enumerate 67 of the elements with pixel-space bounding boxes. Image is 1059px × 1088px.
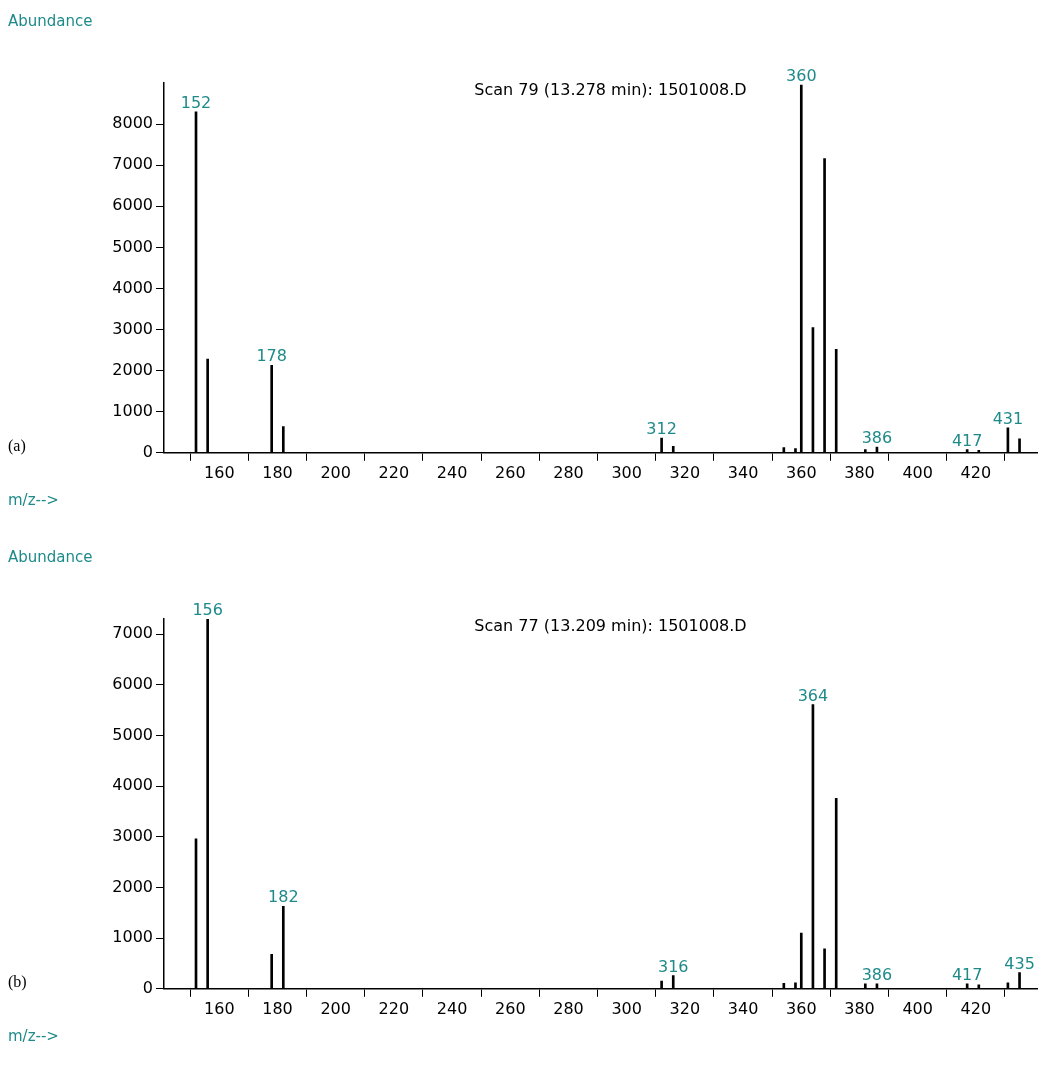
x-tick-label: 180: [262, 998, 293, 1018]
x-tick-label: 320: [669, 998, 701, 1018]
x-tick-label: 220: [378, 998, 410, 1018]
x-tick-label: 320: [669, 462, 701, 482]
x-tick-label: 300: [611, 462, 642, 482]
x-axis-title: m/z-->: [8, 1026, 59, 1045]
y-tick-label: 6000: [112, 674, 153, 694]
y-tick-label: 1000: [112, 400, 153, 420]
chart-title: Scan 79 (13.278 min): 1501008.D: [474, 80, 747, 99]
annotation: 316: [657, 956, 689, 976]
x-tick-label: 240: [436, 998, 468, 1018]
y-tick-label: 3000: [112, 318, 153, 338]
x-tick-label: 260: [495, 998, 526, 1018]
y-tick-label: 0: [142, 977, 153, 997]
x-tick-label: 240: [436, 462, 468, 482]
x-tick-label: 380: [844, 462, 875, 482]
x-tick-label: 200: [320, 998, 351, 1018]
text: (a): [8, 436, 26, 455]
x-tick-label: 160: [204, 462, 235, 482]
y-tick-label: 5000: [112, 236, 153, 256]
y-tick-label: 4000: [112, 277, 153, 297]
y-tick-label: 2000: [112, 359, 153, 379]
x-tick-label: 420: [960, 462, 992, 482]
x-tick-label: 340: [727, 462, 759, 482]
annotation: 435: [1004, 953, 1035, 973]
x-tick-label: 340: [727, 998, 759, 1018]
y-tick-label: 2000: [112, 876, 153, 896]
x-tick-label: 300: [611, 998, 642, 1018]
annotation: 312: [646, 419, 677, 439]
y-tick-label: 7000: [112, 154, 153, 174]
annotation: 431: [992, 408, 1024, 428]
x-tick-label: 160: [204, 998, 235, 1018]
y-tick-label: 5000: [112, 724, 153, 744]
y-tick-label: 6000: [112, 195, 153, 215]
annotation: 152: [180, 92, 212, 112]
y-tick-label: 3000: [112, 825, 153, 845]
y-tick-label: 8000: [112, 113, 153, 133]
annotation: 417: [951, 430, 983, 450]
y-axis-title: Abundance: [8, 12, 93, 30]
x-tick-label: 220: [378, 462, 410, 482]
x-tick-label: 280: [553, 462, 584, 482]
annotation: 156: [192, 600, 223, 619]
x-tick-label: 400: [902, 462, 933, 482]
annotation: 360: [786, 66, 817, 86]
y-tick-label: 4000: [112, 775, 153, 795]
chart-title: Scan 77 (13.209 min): 1501008.D: [474, 616, 747, 635]
y-tick-label: 7000: [112, 623, 153, 643]
text: (b): [8, 972, 27, 991]
annotation: 417: [951, 964, 983, 984]
x-tick-label: 260: [495, 462, 526, 482]
x-axis-title: m/z-->: [8, 490, 59, 509]
y-tick-label: 0: [142, 441, 153, 461]
x-tick-label: 280: [553, 998, 584, 1018]
annotation: 178: [256, 346, 287, 366]
annotation: 364: [797, 685, 829, 705]
annotation: 386: [861, 428, 893, 448]
y-tick-label: 1000: [112, 927, 153, 947]
annotation: 182: [268, 887, 299, 907]
x-tick-label: 380: [844, 998, 875, 1018]
x-tick-label: 200: [320, 462, 351, 482]
x-tick-label: 420: [960, 998, 992, 1018]
y-axis-title: Abundance: [8, 548, 93, 566]
annotation: 386: [861, 964, 893, 984]
x-tick-label: 400: [902, 998, 933, 1018]
x-tick-label: 180: [262, 462, 293, 482]
x-tick-label: 360: [786, 998, 817, 1018]
x-tick-label: 360: [786, 462, 817, 482]
